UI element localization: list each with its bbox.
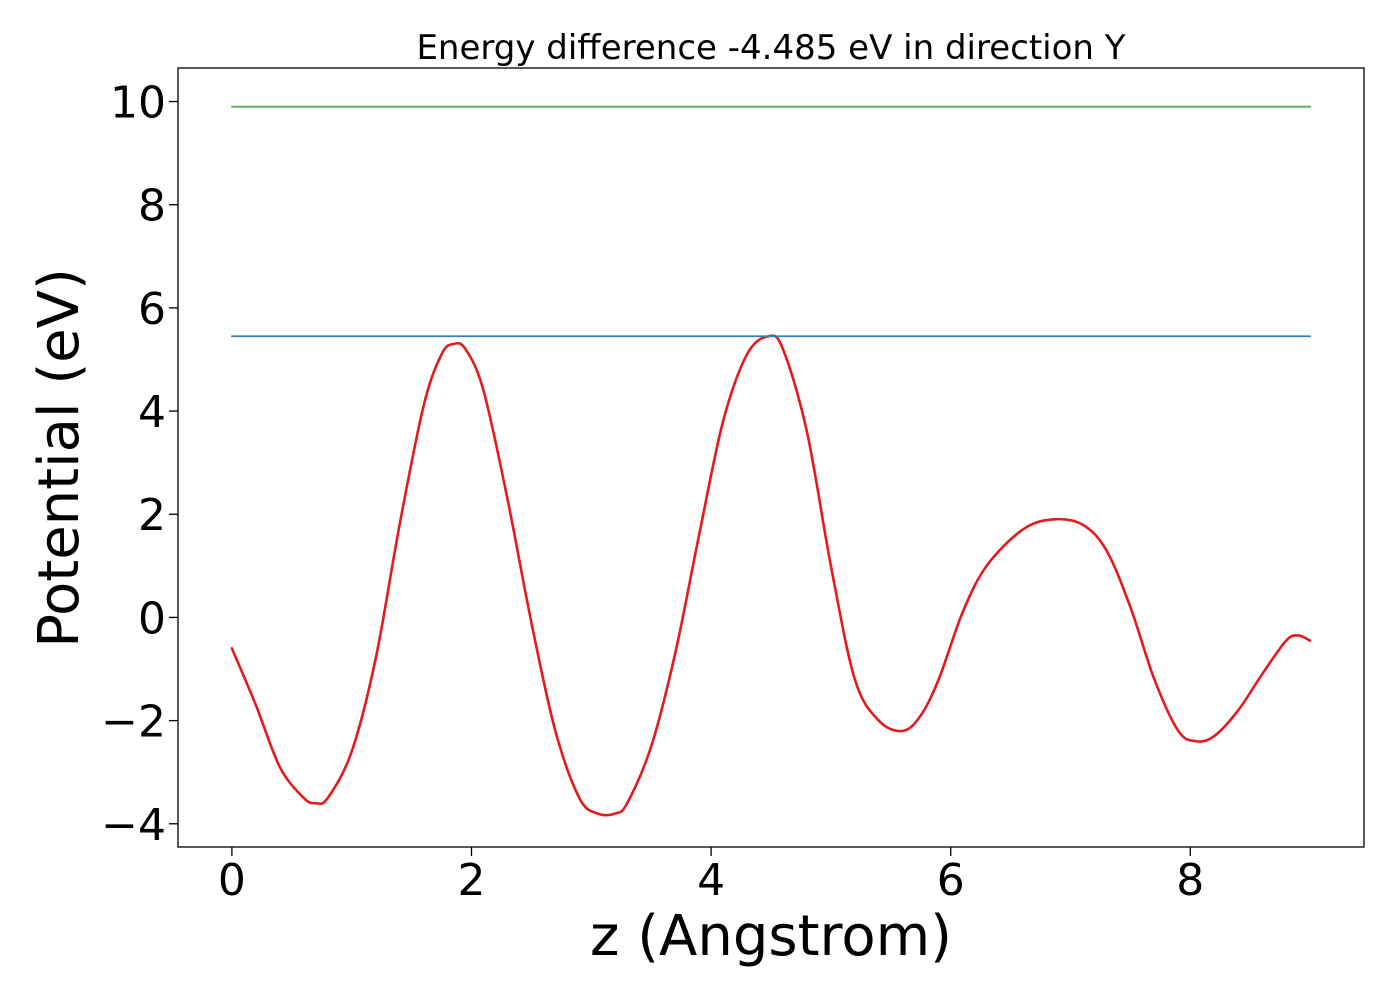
chart-title: Energy difference -4.485 eV in direction… [416,28,1125,68]
x-tick-label: 4 [697,855,725,906]
y-tick-label: −4 [101,800,166,851]
x-tick-label: 2 [458,855,486,906]
y-tick-label: 6 [138,284,166,335]
x-axis-ticks: 0 2 4 6 8 [218,847,1204,906]
y-tick-label: −2 [101,697,166,748]
y-tick-label: 8 [138,181,166,232]
y-tick-label: 0 [138,593,166,644]
x-tick-label: 0 [218,855,246,906]
x-tick-label: 8 [1176,855,1204,906]
y-tick-label: 10 [110,78,166,129]
y-axis-ticks: −4 −2 0 2 4 6 8 10 [101,78,178,851]
y-tick-label: 2 [138,490,166,541]
series-layer [230,105,1312,817]
y-axis-label: Potential (eV) [27,268,92,648]
x-tick-label: 6 [937,855,965,906]
y-tick-label: 4 [138,387,166,438]
plot-frame [177,67,1365,848]
x-axis-label: z (Angstrom) [590,904,952,969]
series-line-0 [230,334,1312,817]
